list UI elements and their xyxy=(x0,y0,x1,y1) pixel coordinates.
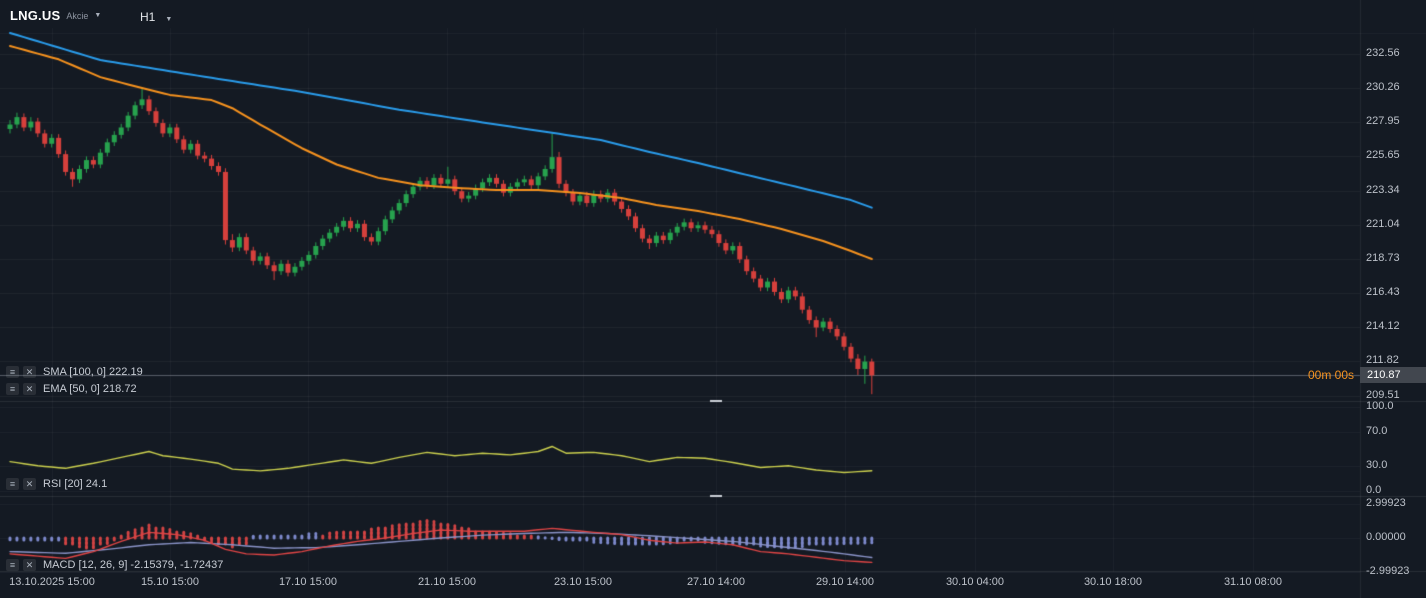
time-axis-label: 21.10 15:00 xyxy=(417,576,477,588)
macd-legend-label: MACD [12, 26, 9] -2.15379, -1.72437 xyxy=(43,559,224,571)
sma-legend: ≡ ✕ SMA [100, 0] 222.19 xyxy=(6,366,143,378)
indicator-settings-icon[interactable]: ≡ xyxy=(6,478,19,490)
price-axis-label: 218.73 xyxy=(1366,251,1400,264)
time-axis-label: 29.10 14:00 xyxy=(815,576,875,588)
time-axis-label: 15.10 15:00 xyxy=(140,576,200,588)
price-axis-label: 221.04 xyxy=(1366,217,1400,230)
price-axis-label: 209.51 xyxy=(1366,388,1400,401)
current-price-badge: 210.87 xyxy=(1360,367,1426,384)
time-axis-label: 23.10 15:00 xyxy=(553,576,613,588)
symbol-selector[interactable]: LNG.US Akcie ▼ xyxy=(10,8,101,23)
chevron-down-icon: ▼ xyxy=(94,12,102,19)
timeframe-label: H1 xyxy=(140,10,156,24)
time-axis-label: 13.10.2025 15:00 xyxy=(9,576,95,588)
price-axis-label: 211.82 xyxy=(1366,354,1399,367)
rsi-axis-label: 30.0 xyxy=(1366,458,1388,471)
chevron-down-icon: ▼ xyxy=(165,15,173,23)
indicator-remove-icon[interactable]: ✕ xyxy=(23,366,36,378)
time-axis-label: 31.10 08:00 xyxy=(1223,576,1283,588)
indicator-settings-icon[interactable]: ≡ xyxy=(6,559,19,571)
time-axis-label: 30.10 18:00 xyxy=(1083,576,1143,588)
sma-legend-label: SMA [100, 0] 222.19 xyxy=(43,366,143,378)
rsi-axis-label: 0.0 xyxy=(1366,484,1382,496)
macd-axis-label: -2.99923 xyxy=(1366,564,1410,577)
ema-legend: ≡ ✕ EMA [50, 0] 218.72 xyxy=(6,383,137,395)
macd-axis-label: 0.00000 xyxy=(1366,531,1406,543)
macd-legend: ≡ ✕ MACD [12, 26, 9] -2.15379, -1.72437 xyxy=(6,559,223,571)
instrument-type-label: Akcie xyxy=(66,11,89,21)
macd-axis-label: 2.99923 xyxy=(1366,497,1406,509)
time-axis-label: 27.10 14:00 xyxy=(686,576,746,588)
rsi-axis-label: 100.0 xyxy=(1366,400,1394,412)
time-axis-label: 30.10 04:00 xyxy=(945,576,1005,588)
rsi-axis-label: 70.0 xyxy=(1366,425,1388,438)
indicator-remove-icon[interactable]: ✕ xyxy=(23,478,36,490)
timeframe-selector[interactable]: H1 ▼ xyxy=(140,10,172,24)
ema-legend-label: EMA [50, 0] 218.72 xyxy=(43,383,137,395)
indicator-settings-icon[interactable]: ≡ xyxy=(6,366,19,378)
candle-countdown: 00m 00s xyxy=(1307,368,1354,383)
price-axis-label: 223.34 xyxy=(1366,183,1400,196)
price-axis-label: 227.95 xyxy=(1366,115,1400,128)
indicator-remove-icon[interactable]: ✕ xyxy=(23,383,36,395)
symbol-label: LNG.US xyxy=(10,8,61,23)
price-axis-label: 232.56 xyxy=(1366,47,1400,59)
price-axis-label: 230.26 xyxy=(1366,81,1400,94)
price-axis-label: 225.65 xyxy=(1366,149,1400,162)
indicator-settings-icon[interactable]: ≡ xyxy=(6,383,19,395)
rsi-legend-label: RSI [20] 24.1 xyxy=(43,478,108,490)
indicator-remove-icon[interactable]: ✕ xyxy=(23,559,36,571)
time-axis-label: 17.10 15:00 xyxy=(278,576,338,588)
price-axis-label: 214.12 xyxy=(1366,320,1400,333)
price-axis-label: 216.43 xyxy=(1366,285,1400,298)
rsi-legend: ≡ ✕ RSI [20] 24.1 xyxy=(6,478,107,490)
